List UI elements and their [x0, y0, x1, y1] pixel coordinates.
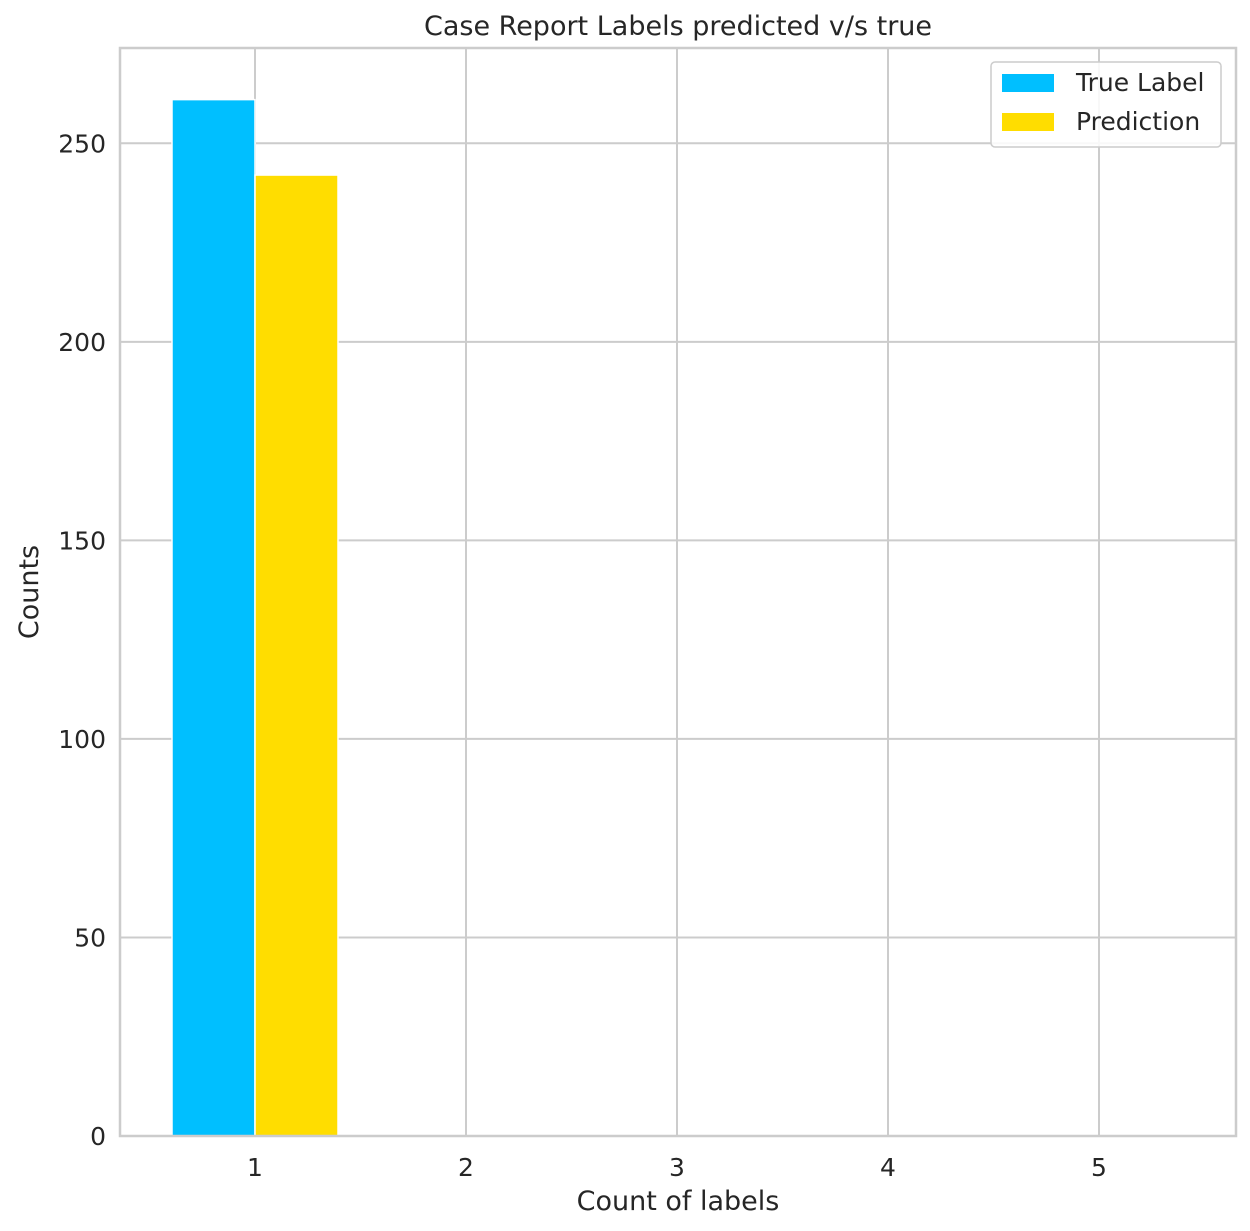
bar-prediction-1	[254, 174, 339, 1137]
bars	[171, 98, 339, 1137]
x-axis-label: Count of labels	[577, 1186, 780, 1217]
x-tick-label-3: 3	[669, 1153, 685, 1182]
legend-label-prediction: Prediction	[1076, 107, 1200, 136]
y-tick-label-0: 0	[90, 1122, 106, 1151]
legend: True Label Prediction	[990, 61, 1222, 148]
x-tick-label-5: 5	[1091, 1153, 1107, 1182]
x-tick-label-4: 4	[880, 1153, 896, 1182]
y-tick-labels: 0 50 100 150 200 250	[58, 129, 106, 1151]
y-tick-label-200: 200	[58, 328, 106, 357]
y-tick-label-150: 150	[58, 526, 106, 555]
y-tick-label-50: 50	[74, 923, 106, 952]
y-axis-label: Counts	[14, 545, 45, 639]
chart-title: Case Report Labels predicted v/s true	[424, 11, 932, 42]
legend-swatch-true-label	[1002, 74, 1054, 92]
legend-label-true-label: True Label	[1075, 68, 1205, 97]
x-tick-label-1: 1	[247, 1153, 263, 1182]
legend-swatch-prediction	[1002, 113, 1054, 131]
y-tick-label-100: 100	[58, 725, 106, 754]
plot-frame	[118, 46, 1238, 1138]
x-tick-label-2: 2	[458, 1153, 474, 1182]
bar-true-label-1	[171, 98, 256, 1137]
y-tick-label-250: 250	[58, 129, 106, 158]
x-tick-labels: 1 2 3 4 5	[247, 1153, 1107, 1182]
